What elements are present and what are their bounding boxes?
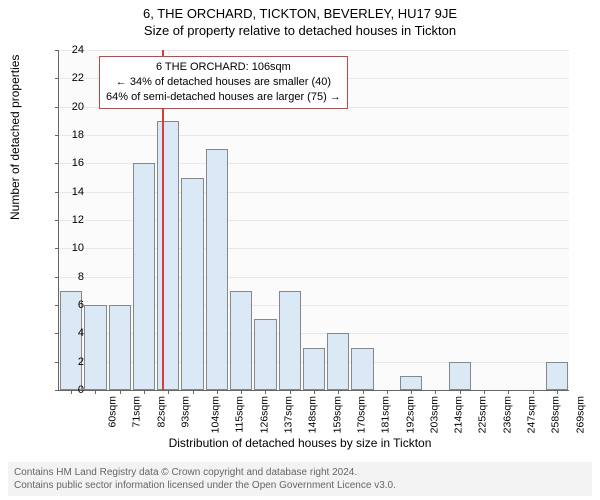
x-tick-mark — [508, 390, 509, 394]
page-subtitle: Size of property relative to detached ho… — [0, 21, 600, 38]
x-axis-label: Distribution of detached houses by size … — [0, 436, 600, 450]
y-tick-label: 6 — [54, 299, 84, 311]
x-tick-label: 203sqm — [428, 396, 440, 433]
x-tick-mark — [144, 390, 145, 394]
histogram-bar — [449, 362, 471, 390]
histogram-bar — [546, 362, 568, 390]
histogram-bar — [157, 121, 179, 390]
x-tick-label: 71sqm — [131, 396, 143, 428]
x-tick-mark — [387, 390, 388, 394]
x-tick-mark — [533, 390, 534, 394]
page-title-address: 6, THE ORCHARD, TICKTON, BEVERLEY, HU17 … — [0, 0, 600, 21]
x-tick-label: 126sqm — [258, 396, 270, 433]
y-tick-label: 8 — [54, 271, 84, 283]
annotation-box: 6 THE ORCHARD: 106sqm← 34% of detached h… — [99, 56, 348, 109]
x-tick-mark — [363, 390, 364, 394]
histogram-bar — [84, 305, 106, 390]
x-tick-label: 93sqm — [180, 396, 192, 428]
histogram-bar — [230, 291, 252, 390]
histogram-bar — [206, 149, 228, 390]
x-tick-mark — [217, 390, 218, 394]
footer-line-1: Contains HM Land Registry data © Crown c… — [14, 466, 586, 479]
footer-line-2: Contains public sector information licen… — [14, 479, 586, 492]
y-tick-label: 10 — [54, 242, 84, 254]
x-tick-mark — [411, 390, 412, 394]
histogram-bar — [279, 291, 301, 390]
footer-attribution: Contains HM Land Registry data © Crown c… — [8, 462, 592, 496]
y-tick-label: 14 — [54, 186, 84, 198]
histogram-bar — [351, 348, 373, 391]
gridline — [59, 135, 569, 136]
gridline — [59, 50, 569, 51]
x-tick-label: 148sqm — [307, 396, 319, 433]
x-tick-label: 159sqm — [331, 396, 343, 433]
x-tick-mark — [557, 390, 558, 394]
x-tick-label: 258sqm — [550, 396, 562, 433]
x-tick-mark — [265, 390, 266, 394]
x-tick-label: 137sqm — [283, 396, 295, 433]
x-tick-mark — [314, 390, 315, 394]
x-tick-label: 60sqm — [107, 396, 119, 428]
histogram-bar — [327, 333, 349, 390]
x-tick-label: 82sqm — [155, 396, 167, 428]
histogram-bar — [254, 319, 276, 390]
x-tick-mark — [338, 390, 339, 394]
x-tick-label: 269sqm — [574, 396, 586, 433]
annotation-line: 64% of semi-detached houses are larger (… — [106, 90, 341, 105]
x-tick-label: 247sqm — [525, 396, 537, 433]
x-tick-mark — [435, 390, 436, 394]
x-tick-label: 170sqm — [355, 396, 367, 433]
y-tick-label: 0 — [54, 384, 84, 396]
x-tick-mark — [120, 390, 121, 394]
x-tick-mark — [95, 390, 96, 394]
y-tick-label: 20 — [54, 101, 84, 113]
histogram-bar — [400, 376, 422, 390]
histogram-bar — [133, 163, 155, 390]
annotation-line: ← 34% of detached houses are smaller (40… — [106, 75, 341, 90]
y-tick-label: 12 — [54, 214, 84, 226]
x-tick-label: 225sqm — [477, 396, 489, 433]
y-tick-label: 24 — [54, 44, 84, 56]
x-tick-mark — [460, 390, 461, 394]
x-tick-label: 214sqm — [453, 396, 465, 433]
x-tick-label: 192sqm — [404, 396, 416, 433]
x-tick-label: 104sqm — [210, 396, 222, 433]
x-tick-mark — [484, 390, 485, 394]
histogram-bar — [303, 348, 325, 391]
x-tick-mark — [241, 390, 242, 394]
x-tick-mark — [290, 390, 291, 394]
x-tick-label: 115sqm — [233, 396, 245, 433]
y-tick-label: 22 — [54, 72, 84, 84]
histogram-bar — [109, 305, 131, 390]
y-axis-label: Number of detached properties — [8, 55, 22, 220]
annotation-line: 6 THE ORCHARD: 106sqm — [106, 60, 341, 75]
y-tick-label: 16 — [54, 157, 84, 169]
y-tick-label: 18 — [54, 129, 84, 141]
histogram-bar — [181, 178, 203, 391]
histogram-chart: 6 THE ORCHARD: 106sqm← 34% of detached h… — [58, 50, 569, 391]
y-tick-label: 2 — [54, 356, 84, 368]
x-tick-mark — [193, 390, 194, 394]
y-tick-label: 4 — [54, 327, 84, 339]
x-tick-label: 181sqm — [380, 396, 392, 433]
x-tick-mark — [168, 390, 169, 394]
x-tick-label: 236sqm — [501, 396, 513, 433]
